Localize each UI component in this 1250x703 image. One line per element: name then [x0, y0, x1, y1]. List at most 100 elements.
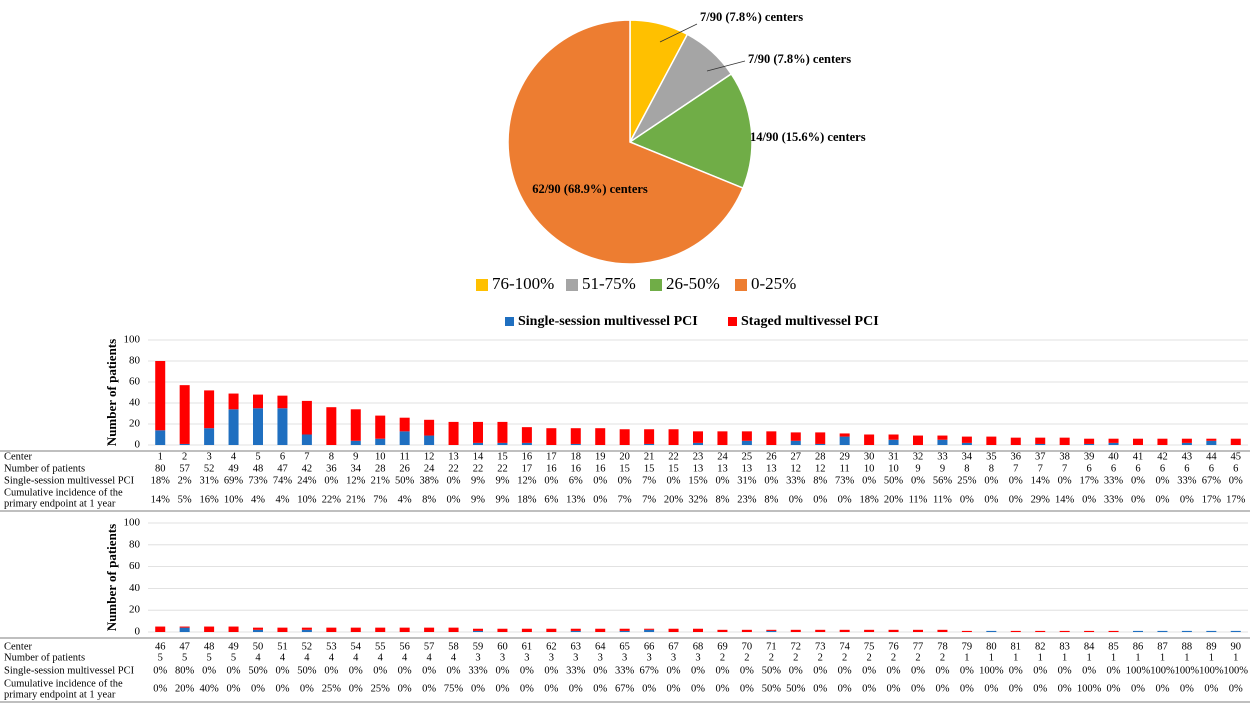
- table-cell: 2: [793, 652, 798, 663]
- table-cell: 8%: [422, 494, 436, 505]
- table-cell: 0%: [838, 665, 852, 676]
- center-label: 27: [791, 451, 802, 462]
- center-label: 56: [399, 641, 410, 652]
- table-cell: 26: [399, 463, 410, 474]
- table-cell: 100%: [1199, 665, 1224, 676]
- center-label: 77: [913, 641, 924, 652]
- table-cell: 25%: [957, 475, 977, 486]
- slice-label: 62/90 (68.9%) centers: [532, 182, 648, 196]
- bar-segment: [277, 395, 288, 409]
- table-cell: 25%: [371, 683, 391, 694]
- center-label: 18: [571, 451, 582, 462]
- table-cell: 3: [598, 652, 603, 663]
- table-cell: 0%: [593, 475, 607, 486]
- table-cell: 100%: [1150, 665, 1175, 676]
- bar-segment: [668, 429, 679, 445]
- table-cell: 22: [497, 463, 508, 474]
- bar-segment: [155, 361, 166, 431]
- table-cell: 50%: [395, 475, 415, 486]
- bar-segment: [864, 434, 875, 445]
- center-label: 85: [1108, 641, 1119, 652]
- table-cell: 7%: [618, 494, 632, 505]
- table-cell: 49: [228, 463, 239, 474]
- table-cell: 12: [791, 463, 802, 474]
- table-cell: 100%: [1077, 683, 1102, 694]
- leader-line: [659, 23, 698, 43]
- bar-segment: [1059, 437, 1070, 445]
- leader-line: [706, 60, 746, 72]
- bar-segment: [1108, 630, 1119, 632]
- bar-segment: [1181, 438, 1192, 443]
- table-cell: 0%: [593, 683, 607, 694]
- center-label: 52: [302, 641, 313, 652]
- table-cell: 0%: [764, 475, 778, 486]
- table-cell: 9%: [471, 494, 485, 505]
- center-label: 46: [155, 641, 166, 652]
- table-cell: 0%: [715, 475, 729, 486]
- table-cell: 10: [864, 463, 875, 474]
- bar-segment: [179, 443, 190, 445]
- bar-segment: [424, 627, 435, 632]
- table-cell: 0%: [153, 683, 167, 694]
- table-cell: 14%: [1031, 475, 1051, 486]
- center-label: 90: [1231, 641, 1242, 652]
- table-cell: 0%: [1009, 494, 1023, 505]
- table-cell: 42: [302, 463, 313, 474]
- table-cell: 0%: [691, 665, 705, 676]
- center-label: 76: [888, 641, 899, 652]
- table-cell: 0%: [984, 683, 998, 694]
- bar-segment: [644, 629, 655, 632]
- bar-segment: [375, 415, 386, 439]
- table-cell: 22: [448, 463, 459, 474]
- center-label: 42: [1157, 451, 1168, 462]
- legend-label: 76-100%: [492, 274, 554, 293]
- table-cell: 13: [717, 463, 728, 474]
- table-cell: 13%: [566, 494, 586, 505]
- center-label: 1: [158, 451, 163, 462]
- table-cell: 0%: [520, 665, 534, 676]
- bar-segment: [1084, 630, 1095, 632]
- bar-segment: [1010, 437, 1021, 445]
- bar-segment: [253, 408, 263, 445]
- center-label: 7: [304, 451, 309, 462]
- center-label: 57: [424, 641, 435, 652]
- table-cell: 14%: [1055, 494, 1075, 505]
- bar-segment: [497, 628, 508, 632]
- bar-segment: [521, 427, 532, 443]
- table-cell: 5%: [178, 494, 192, 505]
- y-axis-title: Number of patients: [104, 339, 119, 446]
- center-label: 59: [473, 641, 484, 652]
- center-label: 36: [1011, 451, 1022, 462]
- table-cell: 0%: [911, 475, 925, 486]
- legend-swatch: [650, 279, 662, 291]
- bar-segment: [1108, 438, 1119, 443]
- table-cell: 0%: [227, 683, 241, 694]
- center-label: 34: [962, 451, 973, 462]
- center-label: 45: [1231, 451, 1242, 462]
- table-cell: 8%: [715, 494, 729, 505]
- bar-segment: [1230, 438, 1241, 445]
- table-cell: 0%: [1204, 683, 1218, 694]
- table-cell: 31%: [737, 475, 757, 486]
- pie-slice: [628, 72, 753, 190]
- table-cell: 0%: [593, 494, 607, 505]
- bar-segment: [350, 409, 361, 441]
- bar-segment: [644, 628, 655, 630]
- table-cell: 29%: [1031, 494, 1051, 505]
- table-cell: 12%: [346, 475, 366, 486]
- legend-swatch: [735, 279, 747, 291]
- bar-segment: [204, 626, 215, 632]
- bar-segment: [179, 627, 190, 632]
- center-label: 58: [448, 641, 459, 652]
- center-label: 21: [644, 451, 655, 462]
- table-cell: 7: [1013, 463, 1018, 474]
- table-cell: 2%: [178, 475, 192, 486]
- center-label: 69: [717, 641, 728, 652]
- y-tick-label: 100: [124, 334, 141, 346]
- table-cell: 8%: [764, 494, 778, 505]
- table-cell: 0%: [984, 494, 998, 505]
- table-cell: 47: [277, 463, 288, 474]
- center-label: 6: [280, 451, 285, 462]
- table-cell: 6: [1209, 463, 1214, 474]
- table-cell: 1: [1111, 652, 1116, 663]
